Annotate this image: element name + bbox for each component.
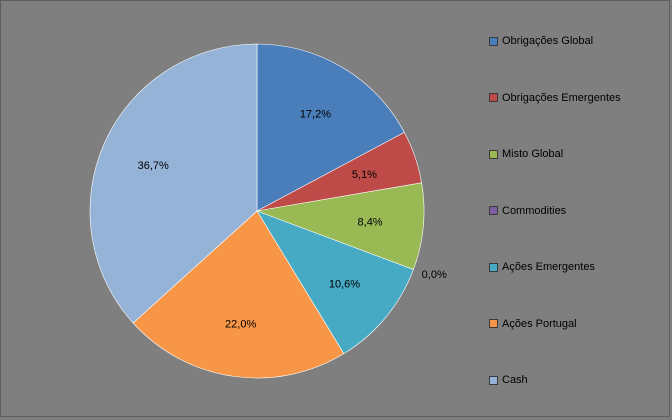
legend-label: Obrigações Global (502, 35, 594, 47)
legend-item-obrigacoes-emergentes: Obrigações Emergentes (489, 91, 621, 105)
legend-label: Misto Global (502, 148, 564, 160)
legend-item-cash: Cash (489, 373, 528, 387)
legend-swatch (489, 262, 498, 272)
pie-slice-obrigacoes-global (256, 43, 405, 212)
legend-label: Obrigações Emergentes (502, 91, 621, 104)
data-label-misto-global: 8,4% (358, 217, 383, 229)
legend-swatch (489, 93, 498, 102)
data-label-obrigacoes-global: 17,2% (300, 109, 331, 121)
data-label-acoes-portugal: 22,0% (225, 318, 256, 330)
legend-swatch (489, 375, 498, 385)
legend-item-acoes-emergentes: Ações Emergentes (489, 260, 595, 274)
legend-swatch (489, 36, 498, 46)
legend-label: Ações Emergentes (502, 261, 595, 273)
legend-label: Commodities (502, 204, 567, 217)
legend-swatch (489, 206, 498, 215)
data-label-commodities: 0,0% (422, 269, 447, 281)
pie-slice-acoes-portugal (132, 210, 345, 379)
data-label-cash: 36,7% (138, 160, 169, 172)
legend-item-acoes-portugal: Ações Portugal (489, 317, 577, 331)
pie-slice-cash (89, 43, 258, 324)
legend-label: Ações Portugal (502, 317, 577, 330)
pie-slice-acoes-emergentes (256, 210, 414, 355)
data-label-acoes-emergentes: 10,6% (329, 278, 360, 290)
legend-swatch (489, 149, 498, 159)
data-label-obrigacoes-emergentes: 5,1% (352, 169, 377, 181)
legend-item-commodities: Commodities (489, 204, 566, 218)
legend-label: Cash (502, 374, 528, 386)
legend-swatch (489, 319, 498, 328)
legend-item-obrigacoes-global: Obrigações Global (489, 34, 593, 48)
pie-slice-misto-global (255, 182, 425, 270)
legend-item-misto-global: Misto Global (489, 147, 563, 161)
